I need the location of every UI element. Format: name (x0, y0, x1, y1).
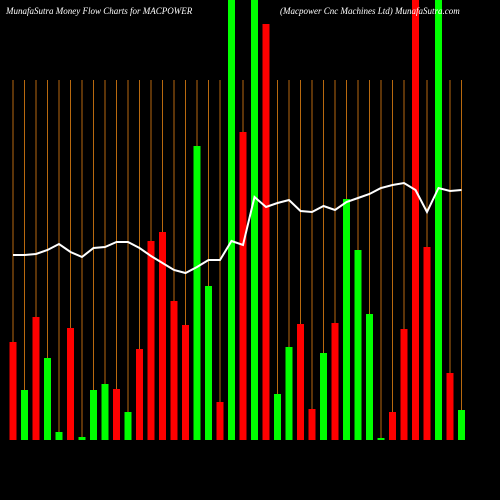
bar (67, 328, 74, 440)
chart-subtitle: (Macpower Cnc Machines Ltd) MunafaSutra.… (280, 6, 460, 16)
bar (44, 358, 51, 440)
line-layer (13, 181, 462, 275)
bar (343, 199, 350, 440)
bar (366, 314, 373, 440)
bar (228, 0, 235, 440)
bar (32, 317, 40, 440)
bar (435, 0, 442, 440)
bar (205, 286, 212, 440)
bar (193, 146, 201, 440)
bar (113, 389, 120, 440)
bar (320, 353, 327, 440)
bar (124, 412, 132, 440)
bar (389, 412, 396, 440)
bar (262, 24, 270, 440)
bar (9, 342, 17, 440)
bar (400, 329, 408, 440)
bar (78, 437, 86, 440)
bar (55, 432, 63, 440)
bar (297, 324, 304, 440)
bar (147, 241, 155, 440)
bar (170, 301, 178, 440)
bar (159, 232, 166, 440)
bars (9, 0, 465, 440)
bar (412, 0, 419, 440)
bar (90, 390, 97, 440)
bar (423, 247, 431, 440)
chart-title: MunafaSutra Money Flow Charts for MACPOW… (5, 6, 193, 16)
bar (136, 349, 143, 440)
bar (216, 402, 224, 440)
bar (182, 325, 189, 440)
bar (101, 384, 109, 440)
bar (251, 0, 258, 440)
bar (458, 410, 465, 440)
bar (239, 132, 247, 440)
bar (446, 373, 454, 440)
bar (285, 347, 293, 440)
bar (274, 394, 281, 440)
bar (377, 438, 385, 440)
bar (21, 390, 28, 440)
bar (331, 323, 339, 440)
bar (308, 409, 316, 440)
bar (354, 250, 362, 440)
flow-line (13, 181, 462, 275)
